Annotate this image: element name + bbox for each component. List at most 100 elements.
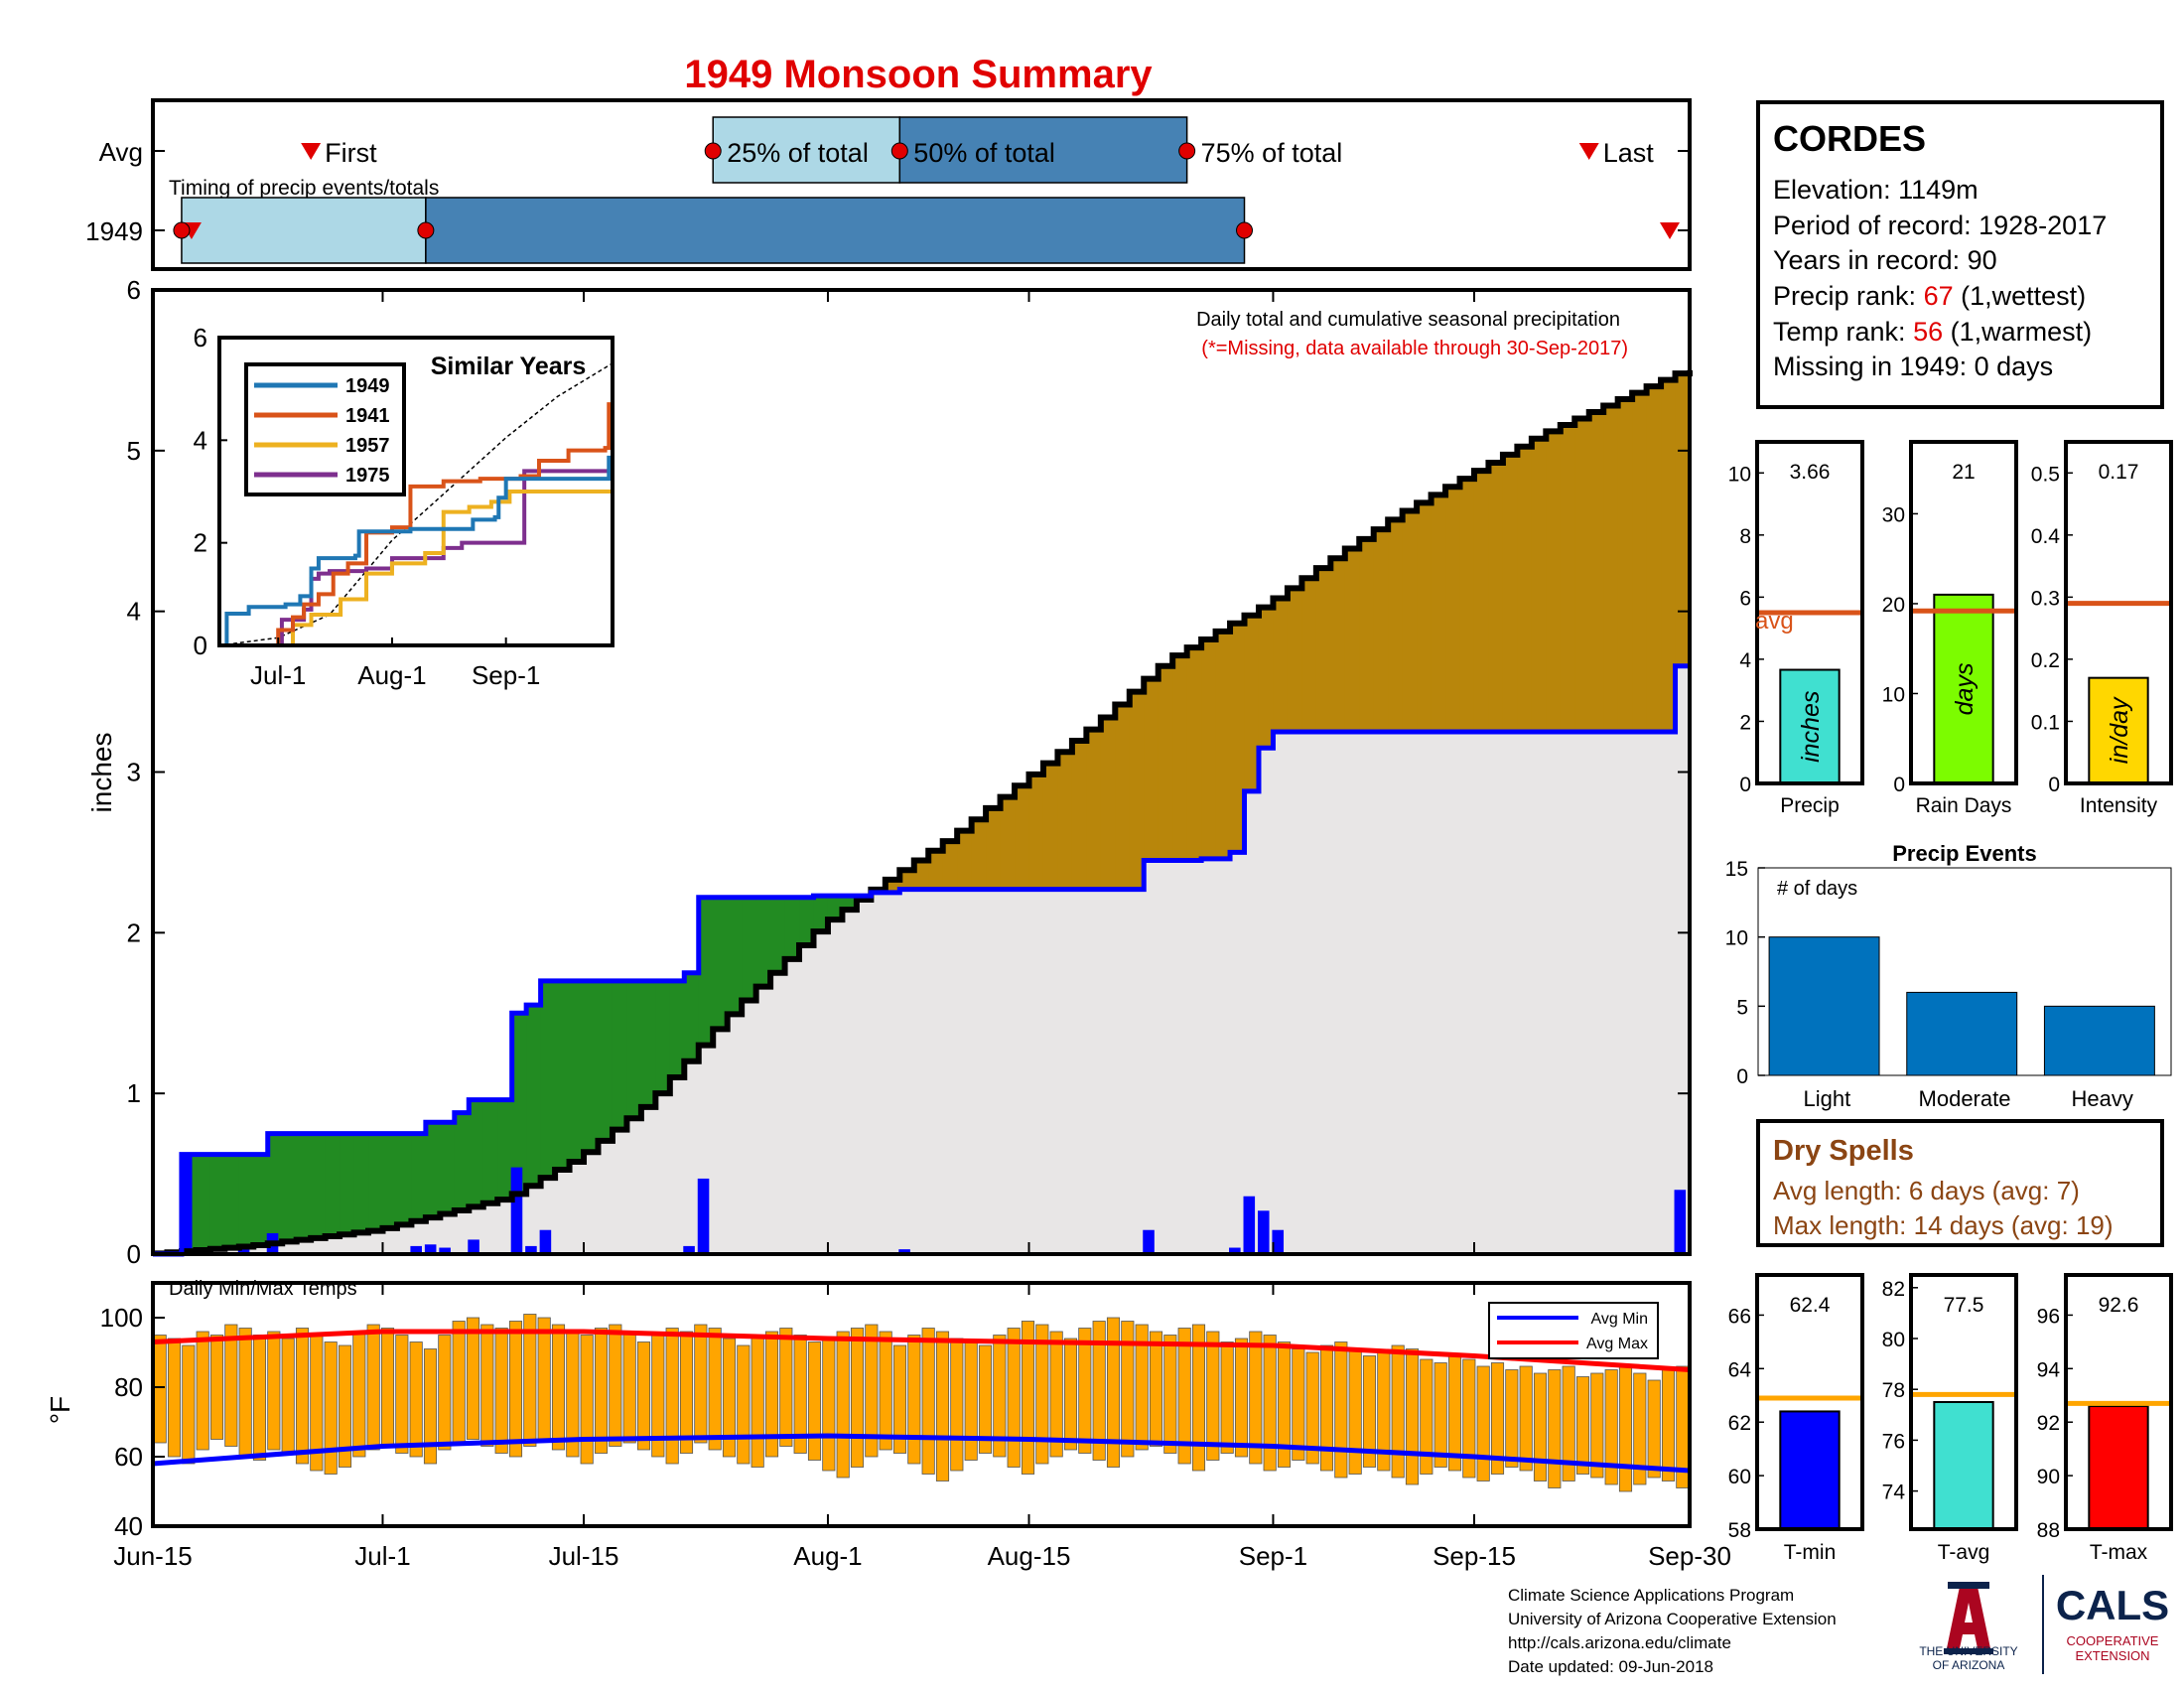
deficit-fill — [1086, 729, 1102, 890]
daily-temp-bar — [1505, 1369, 1519, 1468]
deficit-fill — [1531, 438, 1547, 733]
tmax-gauge-ytick-label: 92 — [2037, 1412, 2060, 1435]
precip-gauge-ytick-label: 4 — [1739, 649, 1751, 672]
events-ylabel: # of days — [1777, 878, 1857, 900]
surplus-fill — [224, 1154, 240, 1248]
tavg-gauge-ytick-label: 78 — [1882, 1379, 1905, 1402]
daily-temp-bar — [523, 1314, 537, 1447]
avg-max-line — [152, 1329, 1691, 1372]
daily-temp-bar — [1476, 1365, 1490, 1481]
deficit-fill — [1675, 373, 1691, 666]
precip-gauge-avg-label: avg — [1755, 608, 1794, 635]
daily-temp-bar — [708, 1328, 722, 1451]
surplus-fill — [669, 980, 685, 1077]
tmin-gauge-ytick-label: 66 — [1728, 1305, 1751, 1328]
deficit-fill — [1172, 655, 1188, 861]
daily-precip-bar — [424, 1244, 437, 1254]
legend-avg-max-label: Avg Max — [1586, 1336, 1648, 1352]
daily-precip-bar — [1272, 1229, 1285, 1254]
intensity-gauge-ytick-label: 0.2 — [2031, 649, 2060, 672]
daily-precip-bar — [539, 1229, 552, 1254]
precip-gauge-ytick-label: 0 — [1739, 774, 1751, 796]
deficit-fill — [1603, 405, 1619, 733]
xtick-label: Jul-15 — [549, 1541, 619, 1571]
footer-line-4: Date updated: 09-Jun-2018 — [1508, 1657, 1713, 1676]
surplus-fill — [640, 980, 656, 1107]
avg-min-line — [152, 1433, 1691, 1474]
surplus-fill — [569, 980, 585, 1162]
deficit-fill — [1129, 691, 1145, 890]
temp-rank-value: 56 — [1913, 317, 1943, 347]
daily-temp-bar — [1078, 1328, 1092, 1454]
precip-gauge-frame — [1755, 440, 1864, 785]
surplus-fill — [612, 980, 628, 1130]
daily-temp-bar — [822, 1338, 836, 1472]
daily-temp-bar — [1121, 1321, 1135, 1458]
precip-gauge-unit-label: inches — [1797, 691, 1825, 763]
xtick-label: Sep-15 — [1433, 1541, 1516, 1571]
inset-legend-label: 1975 — [345, 465, 390, 487]
logos: THE UNIVERSITY OF ARIZONA CALS COOPERATI… — [1919, 1575, 2169, 1674]
xtick-label: Aug-15 — [988, 1541, 1071, 1571]
surplus-fill — [368, 1133, 384, 1231]
events-bar — [2043, 1005, 2155, 1076]
inset-ytick-label: 2 — [194, 528, 207, 558]
precip-rank-value: 67 — [1924, 281, 1954, 311]
daily-precip-bar — [683, 1245, 695, 1254]
inset-series-line — [219, 402, 613, 647]
year-percentile-marker-icon — [173, 221, 191, 239]
dry-spells-title: Dry Spells — [1773, 1135, 1914, 1167]
temps-ytick-label: 60 — [114, 1442, 143, 1472]
daily-temp-bar — [779, 1328, 793, 1447]
surplus-fill — [440, 1122, 456, 1214]
deficit-fill — [1071, 740, 1087, 890]
surplus-fill — [727, 897, 743, 1015]
deficit-fill — [1330, 558, 1346, 733]
dry-spells-max: Max length: 14 days (avg: 19) — [1773, 1210, 2114, 1240]
daily-temp-bar — [850, 1328, 865, 1468]
station-period: Period of record: 1928-2017 — [1773, 211, 2107, 240]
cals-logo-sub-1: COOPERATIVE — [2067, 1633, 2159, 1648]
surplus-fill — [353, 1133, 369, 1233]
events-category-label: Moderate — [1919, 1086, 2011, 1111]
university-of-arizona-logo-icon — [1944, 1582, 1993, 1654]
main-annotation-1: Daily total and cumulative seasonal prec… — [1196, 309, 1620, 331]
daily-temp-bar — [1334, 1341, 1348, 1479]
daily-temp-bar — [935, 1331, 950, 1481]
timing-panel: Avg 1949 Timing of precip events/totals … — [85, 98, 1692, 271]
surplus-fill — [454, 1112, 470, 1210]
deficit-fill — [1258, 607, 1275, 749]
surplus-fill — [742, 897, 757, 1001]
deficit-fill — [1588, 411, 1604, 733]
daily-precip-bar — [898, 1249, 910, 1254]
xtick-label: Aug-1 — [793, 1541, 862, 1571]
similar-years-inset: 0 2 4 6 Jul-1 Aug-1 Sep-1 Similar Years 1949 1941… — [194, 323, 614, 690]
deficit-fill — [1115, 704, 1131, 890]
daily-temp-bar — [1177, 1328, 1191, 1465]
daily-temp-bar — [338, 1344, 352, 1468]
daily-temp-bar — [494, 1328, 508, 1454]
daily-temp-bar — [665, 1328, 679, 1465]
daily-temp-bar — [295, 1328, 310, 1465]
avg-last-marker-icon — [1578, 143, 1599, 160]
deficit-fill — [971, 819, 987, 890]
deficit-fill — [986, 807, 1002, 890]
deficit-fill — [1459, 479, 1475, 733]
daily-precip-bar — [439, 1247, 451, 1254]
avg-p50-label: 50% of total — [913, 138, 1055, 168]
precip-gauge-ytick-label: 8 — [1739, 525, 1751, 548]
tmin-gauge-ytick-label: 64 — [1728, 1358, 1752, 1381]
precip-gauge-bar — [1779, 668, 1841, 784]
tavg-gauge-category-label: T-avg — [1938, 1541, 1990, 1564]
daily-precip-bar — [1674, 1190, 1687, 1254]
tmax-gauge-value-label: 92.6 — [2099, 1294, 2139, 1317]
inset-legend-label: 1957 — [345, 435, 390, 457]
dry-spells-box: Dry Spells Avg length: 6 days (avg: 7) M… — [1756, 1119, 2164, 1247]
surplus-fill — [713, 897, 729, 1030]
daily-temp-bar — [1191, 1324, 1206, 1472]
deficit-fill — [1431, 494, 1446, 733]
surplus-fill — [511, 1013, 527, 1195]
deficit-fill — [1445, 487, 1461, 733]
station-name: CORDES — [1773, 118, 1926, 159]
daily-precip-bar — [1257, 1210, 1270, 1254]
